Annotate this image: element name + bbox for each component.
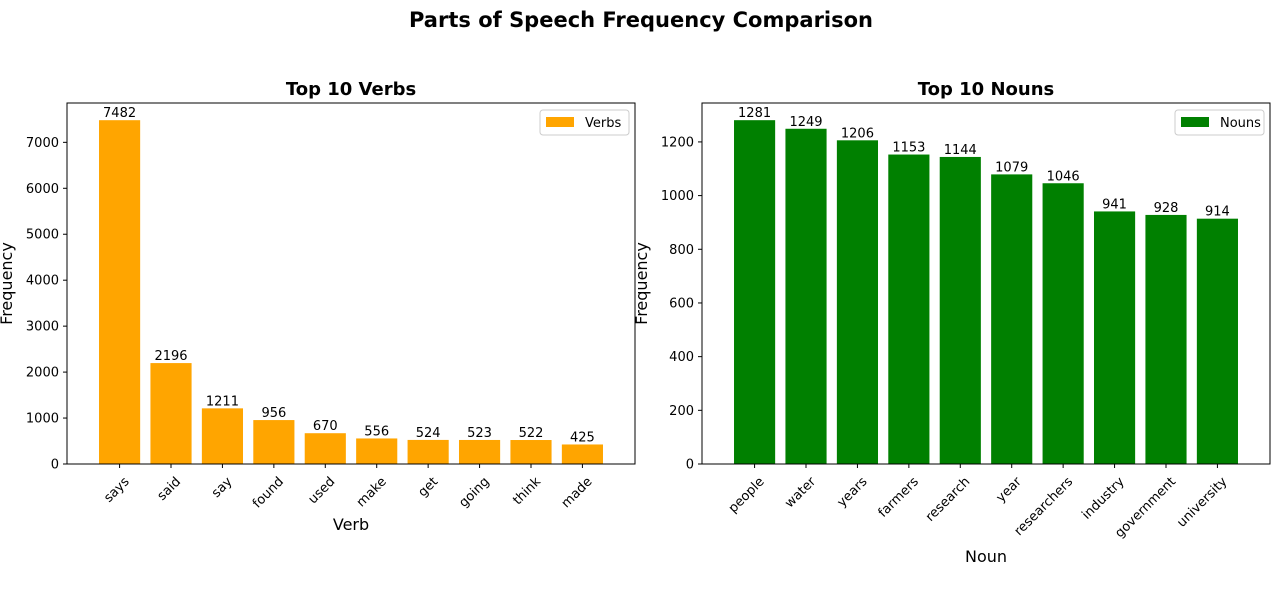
nouns-legend-box (1174, 109, 1265, 136)
verbs-ytick-label-3000: 3000 (26, 320, 59, 335)
verbs-bar-made (561, 444, 603, 464)
verbs-value-label-make: 556 (364, 424, 389, 439)
verbs-bar-found (253, 420, 295, 464)
nouns-xtick-label-university: university (1174, 474, 1230, 530)
verbs-legend-box (539, 109, 630, 136)
verbs-value-label-going: 523 (467, 426, 492, 441)
verbs-bar-get (407, 439, 449, 464)
verbs-value-label-think: 522 (519, 426, 544, 441)
verbs-value-label-found: 956 (261, 406, 286, 421)
verbs-legend: Verbs (539, 109, 630, 136)
nouns-bar-researchers (1042, 183, 1084, 464)
verbs-ytick-label-2000: 2000 (26, 366, 59, 381)
nouns-xtick-label-research: research (923, 474, 973, 524)
nouns-bar-industry (1093, 211, 1136, 464)
nouns-value-label-industry: 941 (1102, 197, 1127, 212)
nouns-value-label-people: 1281 (738, 106, 771, 121)
nouns-ytick-label-400: 400 (669, 350, 694, 365)
verbs-ytick-label-4000: 4000 (26, 274, 59, 289)
nouns-legend: Nouns (1174, 109, 1265, 136)
nouns-axes-frame (701, 102, 1271, 465)
nouns-legend-label: Nouns (1220, 116, 1261, 131)
verbs-bar-make (356, 438, 398, 464)
nouns-bar-people (734, 120, 776, 464)
verbs-legend-swatch (546, 117, 574, 127)
nouns-ytick-label-800: 800 (669, 243, 694, 258)
nouns-xtick-label-year: year (994, 474, 1026, 506)
nouns-bar-government (1145, 214, 1187, 464)
verbs-value-label-said: 2196 (154, 349, 187, 364)
verbs-bar-says (99, 120, 141, 464)
nouns-value-label-research: 1144 (944, 143, 977, 158)
nouns-xtick-label-industry: industry (1079, 474, 1127, 522)
verbs-value-label-used: 670 (313, 419, 338, 434)
verbs-ytick-label-6000: 6000 (26, 182, 59, 197)
nouns-value-label-years: 1206 (841, 126, 874, 141)
nouns-bar-university (1196, 218, 1238, 464)
nouns-bar-research (939, 156, 981, 464)
verbs-ytick-label-7000: 7000 (26, 136, 59, 151)
verbs-bar-said (150, 363, 192, 464)
verbs-value-label-get: 524 (416, 426, 441, 441)
nouns-value-label-government: 928 (1154, 201, 1179, 216)
nouns-bar-water (785, 128, 827, 464)
nouns-ytick-label-600: 600 (669, 296, 694, 311)
nouns-y-axis-label: Frequency (632, 242, 651, 325)
nouns-ytick-label-1200: 1200 (661, 135, 694, 150)
verbs-axes-frame (66, 102, 636, 465)
verbs-ytick-label-0: 0 (51, 458, 59, 473)
nouns-xtick-label-water: water (782, 474, 819, 511)
nouns-ytick-label-1000: 1000 (661, 189, 694, 204)
nouns-value-label-year: 1079 (995, 160, 1028, 175)
nouns-xtick-label-people: people (726, 474, 768, 516)
nouns-xtick-label-farmers: farmers (876, 474, 922, 520)
verbs-x-axis-label: Verb (333, 515, 369, 534)
verbs-value-label-made: 425 (570, 430, 595, 445)
verbs-value-label-say: 1211 (206, 394, 239, 409)
verbs-chart-title: Top 10 Verbs (286, 79, 416, 100)
verbs-y-axis-label: Frequency (0, 242, 16, 325)
nouns-value-label-water: 1249 (789, 115, 822, 130)
nouns-x-axis-label: Noun (965, 547, 1007, 566)
nouns-bar-farmers (888, 154, 930, 464)
verbs-bar-say (201, 408, 244, 464)
verbs-bar-going (458, 439, 501, 464)
verbs-ytick-label-1000: 1000 (26, 412, 59, 427)
verbs-value-label-says: 7482 (103, 106, 136, 121)
figure-title: Parts of Speech Frequency Comparison (408, 8, 873, 32)
nouns-bar-years (836, 140, 879, 464)
nouns-value-label-university: 914 (1205, 205, 1230, 220)
nouns-bar-year (991, 174, 1033, 465)
verbs-ytick-label-5000: 5000 (26, 228, 59, 243)
nouns-ytick-label-200: 200 (669, 404, 694, 419)
nouns-xtick-label-years: years (835, 474, 871, 510)
verbs-legend-label: Verbs (585, 116, 621, 131)
nouns-chart-title: Top 10 Nouns (918, 79, 1055, 100)
nouns-value-label-farmers: 1153 (892, 141, 925, 156)
verbs-bar-used (304, 433, 346, 464)
nouns-value-label-researchers: 1046 (1047, 169, 1080, 184)
nouns-legend-swatch (1181, 117, 1209, 127)
nouns-ytick-label-0: 0 (686, 458, 694, 473)
verbs-bar-think (510, 440, 552, 464)
